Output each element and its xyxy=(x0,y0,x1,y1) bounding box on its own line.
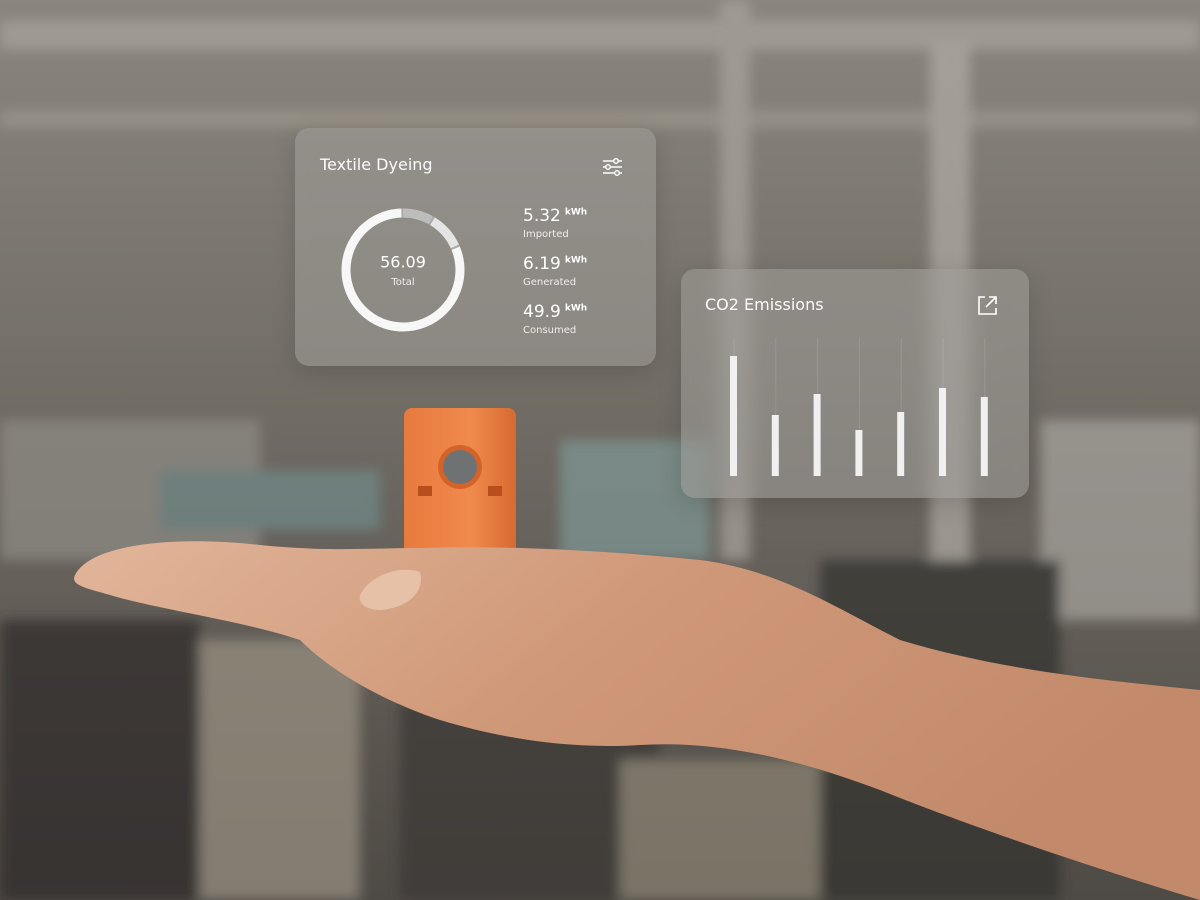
metric-label: Imported xyxy=(523,229,569,240)
card-title: Textile Dyeing xyxy=(320,155,433,174)
donut-segment xyxy=(341,208,465,332)
metric-label: Consumed xyxy=(523,325,576,336)
energy-graphic: 56.09 Total 5.32 kWh Imported 6.19 kWh Generate… xyxy=(341,158,622,336)
chart-title: CO2 Emissions xyxy=(705,295,824,314)
metric-value: 49.9 xyxy=(523,302,561,322)
metric-unit: kWh xyxy=(565,256,587,266)
bar xyxy=(855,430,863,476)
bar xyxy=(813,394,821,476)
settings-icon[interactable] xyxy=(603,158,622,177)
donut-label: Total xyxy=(390,277,414,288)
chart xyxy=(730,296,997,476)
bar xyxy=(939,388,946,476)
metric-label: Generated xyxy=(523,277,576,288)
energy-card: Textile Dyeing 56.09 Total 5.32 kWh Imported… xyxy=(295,128,656,366)
bar xyxy=(771,415,779,476)
bar xyxy=(980,397,988,476)
donut-segment xyxy=(341,208,465,332)
metric-unit: kWh xyxy=(565,304,587,314)
emissions-card: CO2 Emissions xyxy=(681,269,1029,498)
external-link-icon[interactable] xyxy=(978,296,997,315)
metric-value: 6.19 xyxy=(523,254,561,274)
bar xyxy=(730,356,737,476)
donut-total: 56.09 xyxy=(380,253,426,272)
metric-unit: kWh xyxy=(565,208,587,218)
metric-value: 5.32 xyxy=(523,206,561,226)
bar xyxy=(897,412,905,476)
